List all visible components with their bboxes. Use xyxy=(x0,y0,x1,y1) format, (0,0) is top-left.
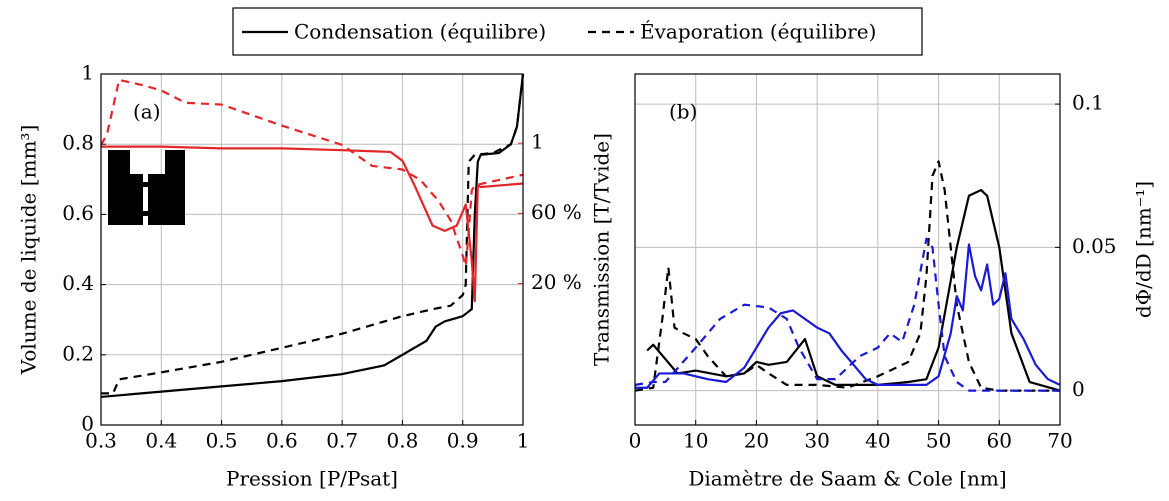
legend-label: Évaporation (équilibre) xyxy=(640,20,876,44)
y-tick-label: 0.4 xyxy=(62,271,94,295)
y2-tick-label: 60 % xyxy=(531,200,582,224)
icon-block xyxy=(148,174,185,225)
x-tick-label: 60 xyxy=(987,429,1012,453)
x-tick-label: 0.6 xyxy=(266,429,298,453)
y-tick-label: 0.8 xyxy=(62,131,94,155)
y-tick-label: 0.2 xyxy=(62,341,94,365)
x-tick-label: 0.8 xyxy=(387,429,419,453)
y-tick-label: 0.6 xyxy=(62,201,94,225)
data-line xyxy=(100,73,525,399)
icon-block xyxy=(165,150,185,174)
x-tick-label: 20 xyxy=(744,429,769,453)
x-tick-label: 0 xyxy=(629,429,642,453)
y-tick-label: 1 xyxy=(81,61,94,85)
x-tick-label: 70 xyxy=(1047,429,1072,453)
x-tick-label: 50 xyxy=(926,429,951,453)
y-axis-label: dΦ/dD [nm⁻¹] xyxy=(1132,181,1156,318)
y-tick-label: 0 xyxy=(81,412,94,436)
plot-frame xyxy=(100,73,524,426)
x-axis-label: Pression [P/Psat] xyxy=(226,467,398,491)
icon-block xyxy=(108,150,130,174)
x-tick-label: 40 xyxy=(865,429,890,453)
x-axis-label: Diamètre de Saam & Cole [nm] xyxy=(688,467,1006,491)
data-line xyxy=(101,145,524,303)
data-line xyxy=(635,243,1061,389)
y2-tick-label: 20 % xyxy=(531,270,582,294)
data-line xyxy=(101,73,525,395)
annotation: (b) xyxy=(669,100,697,124)
y-tick-label: 0 xyxy=(1072,377,1085,401)
y-tick-label: 0.05 xyxy=(1072,234,1117,258)
data-line xyxy=(634,237,1060,392)
y-tick-label: 0.1 xyxy=(1072,91,1104,115)
legend-label: Condensation (équilibre) xyxy=(294,20,546,44)
legend: Condensation (équilibre) Évaporation (éq… xyxy=(232,7,923,56)
inset-icon xyxy=(108,150,185,225)
x-tick-label: 0.7 xyxy=(326,429,358,453)
x-tick-label: 0.9 xyxy=(447,429,479,453)
x-tick-label: 10 xyxy=(683,429,708,453)
data-line xyxy=(100,78,524,268)
data-line xyxy=(634,160,1060,392)
x-tick-label: 30 xyxy=(804,429,829,453)
x-tick-label: 0.3 xyxy=(85,429,117,453)
y2-tick-label: 1 xyxy=(531,130,544,154)
y-axis-label: Volume de liquide [mm³] xyxy=(17,125,41,376)
y2-axis-label: Transmission [T/Tvide] xyxy=(590,133,614,366)
x-tick-label: 0.5 xyxy=(206,429,238,453)
x-tick-label: 1 xyxy=(517,429,530,453)
legend-box xyxy=(232,7,923,56)
x-tick-label: 0.4 xyxy=(145,429,177,453)
data-line xyxy=(646,188,1061,392)
plot-frame xyxy=(634,73,1061,426)
annotation: (a) xyxy=(133,100,161,124)
icon-block xyxy=(108,174,143,225)
icon-gap xyxy=(143,187,148,211)
